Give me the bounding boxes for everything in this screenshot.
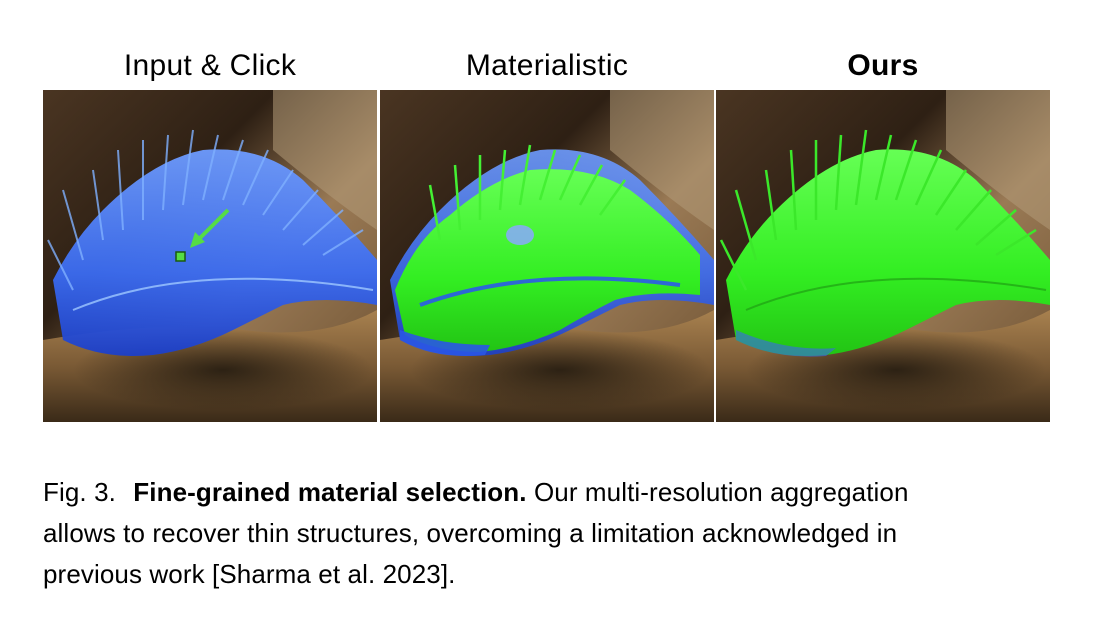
caption-line-3: previous work [Sharma et al. 2023].: [43, 559, 456, 589]
figure-caption: Fig. 3. Fine-grained material selection.…: [43, 472, 1053, 595]
panel-ours-image: [716, 90, 1050, 422]
panel-input-image: [43, 90, 377, 422]
caption-line-2: allows to recover thin structures, overc…: [43, 518, 898, 548]
feather-ours-result: [716, 90, 1050, 422]
panel-label-input: Input & Click: [123, 49, 297, 82]
caption-text-1: Our multi-resolution aggregation: [533, 477, 909, 507]
caption-line-1: Fig. 3. Fine-grained material selection.…: [43, 472, 1053, 513]
panel-label-materialistic: Materialistic: [465, 49, 629, 82]
click-marker: [175, 251, 186, 262]
caption-title: Fine-grained material selection.: [133, 477, 527, 507]
panel-materialistic-image: [380, 90, 714, 422]
feather-input-image: [43, 90, 377, 422]
click-arrow-icon: [190, 208, 230, 248]
feather-materialistic-result: [380, 90, 714, 422]
figure-number: Fig. 3.: [43, 477, 116, 507]
panel-label-ours: Ours: [847, 49, 919, 82]
